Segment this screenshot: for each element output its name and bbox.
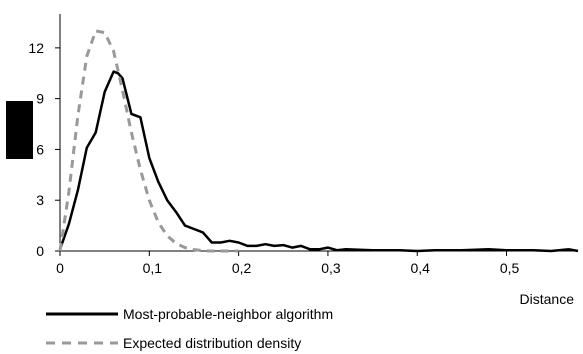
plot-area: 0 3 6 9 12 0 0,1 0,2 0,3 0,4 0,5	[28, 14, 579, 276]
y-ticks: 0 3 6 9 12	[28, 40, 60, 259]
legend: Most-probable-neighbor algorithm Expecte…	[46, 306, 333, 351]
y-axis-label-block	[6, 101, 33, 159]
x-tick-label: 0,5	[500, 260, 520, 276]
x-tick-label: 0	[56, 260, 64, 276]
x-tick-label: 0,2	[232, 260, 252, 276]
y-tick-label: 3	[36, 192, 44, 208]
x-tick-label: 0,4	[411, 260, 431, 276]
x-tick-label: 0,3	[321, 260, 341, 276]
x-ticks: 0 0,1 0,2 0,3 0,4 0,5	[56, 251, 519, 276]
y-tick-label: 0	[36, 243, 44, 259]
legend-label-series-1: Most-probable-neighbor algorithm	[123, 306, 333, 322]
x-axis-title: Distance	[520, 291, 575, 307]
y-tick-label: 6	[36, 141, 44, 157]
y-tick-label: 12	[28, 40, 44, 56]
x-tick-label: 0,1	[143, 260, 163, 276]
series-layer	[58, 29, 579, 253]
series-line-1	[58, 70, 579, 253]
legend-label-series-2: Expected distribution density	[123, 335, 301, 351]
y-tick-label: 9	[36, 91, 44, 107]
series-line-2	[58, 29, 239, 253]
